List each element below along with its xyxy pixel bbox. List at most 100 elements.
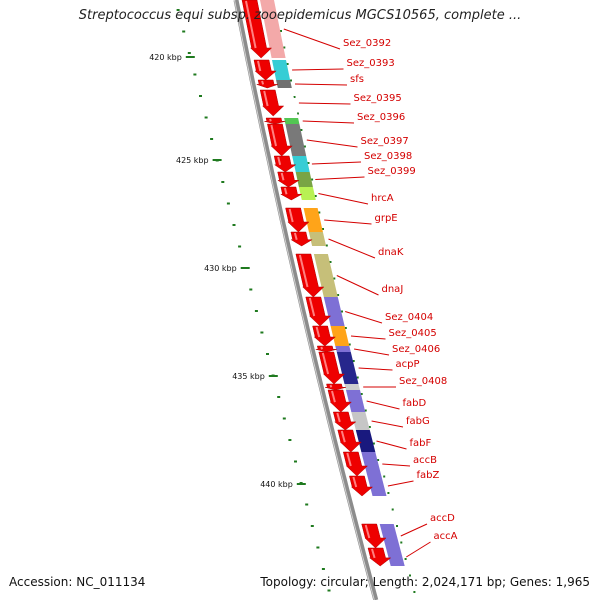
label-leader xyxy=(382,463,411,467)
arrow-highlight xyxy=(308,297,316,317)
gene-label-acpp[interactable]: acpP xyxy=(396,359,420,370)
gene-label-dnak[interactable]: dnaK xyxy=(378,247,404,258)
gene-arrow[interactable] xyxy=(290,231,314,247)
guide-dot xyxy=(400,541,403,544)
gene-label-sez_0398[interactable]: Sez_0398 xyxy=(364,151,412,162)
guide-dot xyxy=(348,343,351,346)
minor-tick xyxy=(266,353,269,355)
label-leader xyxy=(315,176,365,180)
gene-label-sez_0406[interactable]: Sez_0406 xyxy=(392,344,440,355)
gene-label-fabz[interactable]: fabZ xyxy=(417,470,440,481)
cog-band xyxy=(351,412,370,430)
gene-label-accd[interactable]: accD xyxy=(430,513,455,524)
arrow-highlight xyxy=(315,326,321,338)
minor-tick xyxy=(288,439,292,441)
gene-label-sez_0399[interactable]: Sez_0399 xyxy=(368,166,416,177)
arrow-highlight xyxy=(331,390,336,403)
gene-label-sez_0392[interactable]: Sez_0392 xyxy=(343,38,391,49)
guide-dot xyxy=(290,79,292,82)
tick-label: 440 kbp xyxy=(260,480,293,489)
gene-label-sez_0396[interactable]: Sez_0396 xyxy=(357,112,405,123)
guide-dot xyxy=(303,145,306,148)
gene-label-grpe[interactable]: grpE xyxy=(375,213,398,224)
cog-band xyxy=(272,60,291,80)
minor-tick xyxy=(327,589,331,592)
guide-dot xyxy=(391,508,394,511)
gene-label-hrca[interactable]: hrcA xyxy=(371,193,394,204)
cog-band xyxy=(335,346,351,352)
gene-arrow[interactable] xyxy=(315,345,337,353)
gene-label-dnaj[interactable]: dnaJ xyxy=(382,284,404,295)
cog-band xyxy=(346,390,366,412)
guide-dot xyxy=(413,591,416,593)
gene-label-sez_0405[interactable]: Sez_0405 xyxy=(389,328,437,339)
label-leader xyxy=(358,367,393,371)
minor-tick xyxy=(232,224,236,226)
gene-label-sez_0404[interactable]: Sez_0404 xyxy=(385,312,433,323)
gene-arrow[interactable] xyxy=(264,117,286,125)
arrow-highlight xyxy=(346,452,352,467)
cog-band xyxy=(336,352,359,384)
label-leader xyxy=(324,219,372,225)
gene-arrow[interactable] xyxy=(277,171,300,188)
label-leader xyxy=(336,275,379,296)
gene-label-sez_0393[interactable]: Sez_0393 xyxy=(347,58,395,69)
label-leader xyxy=(292,68,344,71)
guide-dot xyxy=(325,244,328,247)
cog-band xyxy=(313,254,338,297)
guide-dot xyxy=(283,46,286,49)
gene-arrow[interactable] xyxy=(324,383,347,391)
arrow-highlight xyxy=(352,476,358,488)
gene-label-sfs[interactable]: sfs xyxy=(350,74,364,85)
guide-dot xyxy=(352,360,355,362)
minor-tick xyxy=(277,396,281,398)
minor-tick xyxy=(260,331,264,334)
arrow-highlight xyxy=(263,90,269,107)
gene-label-fabg[interactable]: fabG xyxy=(406,416,430,427)
guide-dot xyxy=(356,376,359,379)
guide-dot xyxy=(377,459,380,461)
guide-dot xyxy=(372,442,375,445)
minor-tick xyxy=(221,181,225,183)
cog-band xyxy=(285,124,307,156)
cog-band xyxy=(295,172,313,187)
gene-arrow[interactable] xyxy=(280,186,302,201)
cog-band xyxy=(355,430,376,452)
minor-tick xyxy=(282,417,286,420)
label-leader xyxy=(354,348,390,356)
gene-label-sez_0397[interactable]: Sez_0397 xyxy=(361,136,409,147)
arrow-highlight xyxy=(293,232,298,240)
minor-tick xyxy=(316,546,320,549)
arrow-highlight xyxy=(371,548,376,559)
cog-band xyxy=(303,208,323,232)
map-title: Streptococcus equi subsp. zooepidemicus … xyxy=(78,8,522,23)
gene-label-accb[interactable]: accB xyxy=(413,455,437,466)
label-leader xyxy=(376,440,407,450)
guide-dot xyxy=(311,178,314,181)
genome-backbone xyxy=(233,0,379,600)
guide-dot xyxy=(383,475,386,478)
gene-label-fabd[interactable]: fabD xyxy=(403,398,427,409)
guide-dot xyxy=(280,30,282,32)
gene-label-fabf[interactable]: fabF xyxy=(410,438,432,449)
label-leader xyxy=(294,83,348,86)
minor-tick xyxy=(199,95,202,97)
minor-tick xyxy=(226,202,230,205)
gene-label-acca[interactable]: accA xyxy=(434,531,458,542)
minor-tick xyxy=(187,52,191,54)
gene-label-sez_0395[interactable]: Sez_0395 xyxy=(354,93,402,104)
cog-band xyxy=(298,187,316,200)
cog-band xyxy=(292,156,310,172)
cog-color-bands xyxy=(260,0,405,566)
gene-label-sez_0408[interactable]: Sez_0408 xyxy=(399,376,447,387)
gene-arrow[interactable] xyxy=(273,155,297,173)
cog-band xyxy=(379,524,400,548)
gene-arrow[interactable] xyxy=(256,79,278,89)
arrow-highlight xyxy=(329,384,333,388)
minor-tick xyxy=(254,310,258,312)
minor-tick xyxy=(204,116,208,119)
minor-tick xyxy=(176,9,180,11)
cog-band xyxy=(386,548,405,566)
